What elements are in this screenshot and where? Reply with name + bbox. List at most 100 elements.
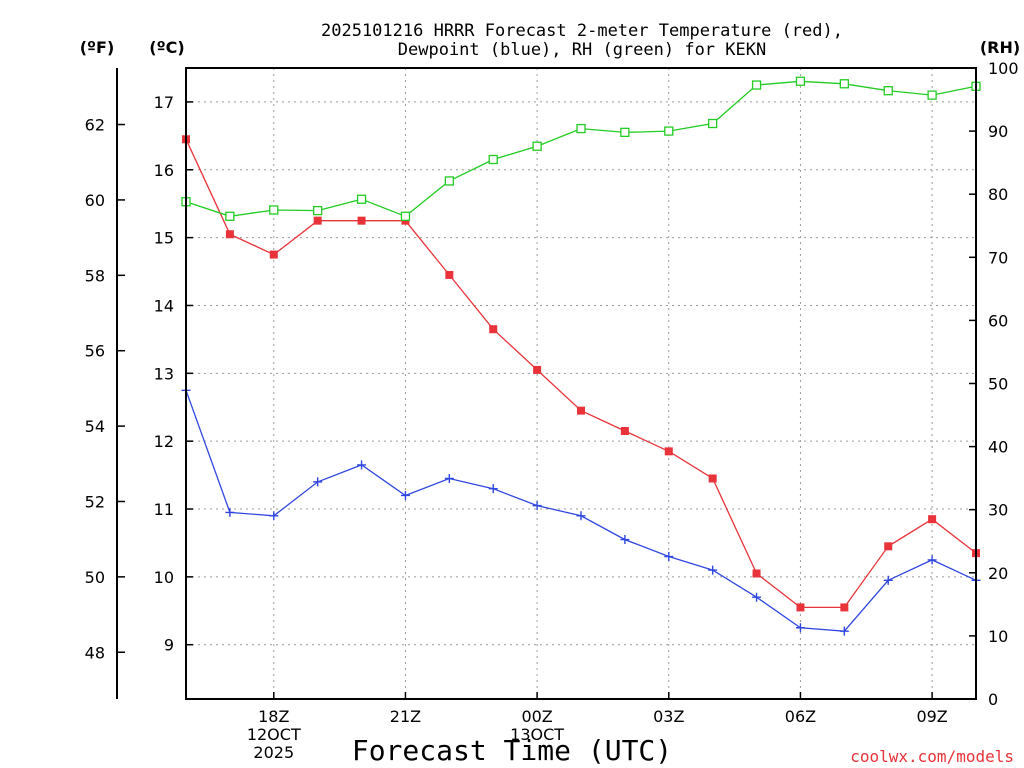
x-tick-label: 06Z	[785, 707, 816, 726]
rh-tick-label: 90	[988, 122, 1008, 141]
celsius-axis: 9 10 11 12 13 14 15 16 17	[154, 93, 193, 655]
data-point-dewpoint	[225, 507, 235, 517]
data-point-dewpoint	[620, 535, 630, 545]
data-point-temperature	[928, 515, 937, 524]
rh-tick-label: 80	[988, 185, 1008, 204]
x-tick-label: 21Z	[390, 707, 421, 726]
x-tick-label: 09Z	[916, 707, 947, 726]
data-point-dewpoint	[576, 511, 586, 521]
data-point-temperature	[445, 270, 454, 279]
fahrenheit-tick-label: 50	[85, 568, 105, 587]
celsius-tick-label: 10	[154, 568, 174, 587]
plot-frame	[185, 67, 977, 700]
fahrenheit-tick-label: 58	[85, 266, 105, 285]
data-point-dewpoint	[313, 477, 323, 487]
data-point-temperature	[489, 325, 498, 334]
fahrenheit-tick-label: 48	[85, 643, 105, 662]
fahrenheit-tick-label: 56	[85, 342, 105, 361]
data-point-rh	[444, 176, 454, 186]
data-point-rh	[488, 154, 498, 165]
x-tick-label: 13OCT	[510, 725, 564, 744]
celsius-tick-label: 9	[164, 636, 174, 655]
data-point-rh	[664, 126, 674, 136]
data-point-temperature	[796, 603, 805, 612]
fahrenheit-tick-label: 62	[85, 116, 105, 135]
x-tick-label: 12OCT	[247, 725, 301, 744]
data-point-temperature	[313, 216, 322, 225]
data-point-dewpoint	[488, 484, 498, 494]
data-point-rh	[839, 79, 849, 89]
data-point-dewpoint	[883, 575, 893, 585]
data-point-rh	[620, 127, 630, 138]
series-dewpoint	[181, 385, 981, 636]
data-point-dewpoint	[752, 592, 762, 602]
grid-lines	[186, 68, 976, 699]
data-point-dewpoint	[357, 460, 367, 470]
series-rh	[181, 76, 981, 221]
data-point-temperature	[269, 250, 278, 259]
fahrenheit-tick-label: 54	[85, 417, 105, 436]
data-point-rh	[400, 211, 411, 221]
data-point-rh	[927, 90, 937, 100]
rh-tick-label: 20	[988, 564, 1008, 583]
data-point-rh	[269, 205, 279, 215]
series-line-temperature	[185, 138, 977, 609]
x-tick-label: 2025	[253, 743, 294, 762]
celsius-tick-label: 14	[154, 296, 174, 315]
rh-tick-label: 0	[988, 690, 998, 709]
data-point-temperature	[708, 474, 717, 483]
unit-celsius-label: (ºC)	[149, 38, 184, 57]
celsius-tick-label: 15	[154, 229, 174, 248]
rh-tick-label: 60	[988, 311, 1008, 330]
credit-text: coolwx.com/models	[850, 747, 1014, 766]
fahrenheit-tick-label: 52	[85, 492, 105, 511]
celsius-tick-label: 16	[154, 161, 174, 180]
data-point-temperature	[225, 230, 234, 239]
data-point-rh	[356, 194, 367, 204]
data-point-temperature	[752, 569, 761, 578]
data-point-rh	[313, 205, 323, 216]
data-point-rh	[751, 80, 762, 90]
x-tick-label: 00Z	[521, 707, 552, 726]
series-line-dewpoint	[185, 390, 977, 632]
celsius-tick-label: 11	[154, 500, 174, 519]
series-line-rh	[185, 80, 977, 218]
rh-tick-label: 40	[988, 438, 1008, 457]
x-tick-label: 18Z	[258, 707, 289, 726]
unit-fahrenheit-label: (ºF)	[80, 38, 115, 57]
rh-tick-label: 10	[988, 627, 1008, 646]
data-point-rh	[708, 118, 718, 129]
rh-tick-label: 50	[988, 375, 1008, 394]
data-point-dewpoint	[400, 490, 410, 500]
celsius-tick-label: 12	[154, 432, 174, 451]
fahrenheit-axis: 48 50 52 54 56 58 60 62	[85, 68, 125, 699]
rh-axis: 0 10 20 30 40 50 60 70 80 90 100	[969, 59, 1019, 709]
rh-tick-label: 70	[988, 248, 1008, 267]
data-point-rh	[576, 123, 586, 134]
celsius-tick-label: 13	[154, 364, 174, 383]
data-point-temperature	[533, 365, 542, 374]
data-point-temperature	[884, 542, 893, 551]
x-axis-title: Forecast Time (UTC)	[352, 734, 672, 767]
x-tick-label: 03Z	[653, 707, 684, 726]
data-point-dewpoint	[269, 511, 279, 521]
fahrenheit-tick-label: 60	[85, 191, 105, 210]
data-point-dewpoint	[839, 626, 849, 636]
data-series	[181, 76, 981, 636]
data-point-temperature	[577, 406, 585, 415]
data-point-temperature	[840, 603, 849, 612]
unit-rh-label: (RH)	[980, 38, 1020, 57]
data-point-dewpoint	[708, 565, 718, 575]
data-point-rh	[532, 141, 542, 151]
rh-tick-label: 100	[988, 59, 1019, 78]
data-point-dewpoint	[795, 623, 805, 633]
celsius-tick-label: 17	[154, 93, 174, 112]
chart-title-line2: Dewpoint (blue), RH (green) for KEKN	[398, 40, 766, 60]
data-point-dewpoint	[927, 555, 937, 565]
data-point-rh	[225, 211, 235, 221]
data-point-dewpoint	[664, 552, 674, 562]
data-point-temperature	[620, 426, 629, 435]
data-point-dewpoint	[444, 473, 454, 483]
